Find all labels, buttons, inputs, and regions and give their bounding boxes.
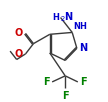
Text: O: O [15,28,23,38]
Text: $_2$N: $_2$N [60,11,74,24]
Text: NH: NH [73,22,87,31]
Text: N: N [79,43,87,53]
Text: H: H [53,13,60,22]
Text: O: O [15,49,23,59]
Text: F: F [43,77,50,87]
Text: F: F [80,77,87,87]
Text: F: F [62,91,68,101]
